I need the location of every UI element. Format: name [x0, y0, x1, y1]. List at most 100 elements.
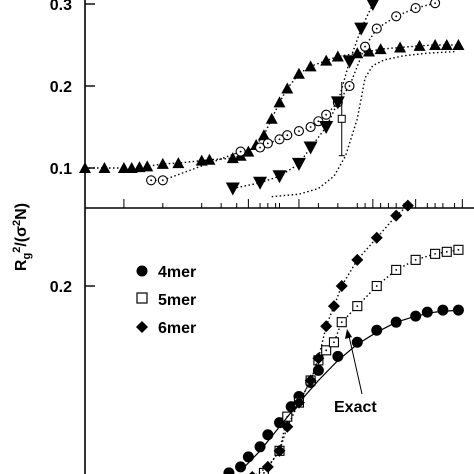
- top-series-1-point-7-dot: [298, 130, 300, 133]
- top-series-0-point-19: [304, 60, 317, 72]
- top-series-2-point-0: [225, 182, 240, 196]
- legend-label-6mer: 6mer: [158, 320, 196, 337]
- top-series-1-line: [151, 2, 436, 181]
- bottom-series-0-point-1: [235, 461, 247, 473]
- top-series-4-point-0: [337, 114, 346, 123]
- top-series-0-point-23: [362, 45, 375, 57]
- top-series-1-point-6-dot: [286, 134, 289, 137]
- bottom-series-2-point-5: [304, 374, 317, 387]
- bottom-series-2-point-2: [273, 444, 286, 457]
- top-series-2-point-8: [354, 22, 369, 36]
- bottom-series-2-point-11: [370, 231, 383, 244]
- top-series-2-point-1: [253, 176, 268, 190]
- bottom-series-1-line: [263, 249, 459, 474]
- top-series-0-point-25: [394, 41, 407, 53]
- bottom-series-0-point-2: [242, 451, 254, 463]
- bottom-series-1-point-14-dot: [445, 250, 448, 253]
- top-series-1-point-3-dot: [259, 146, 261, 149]
- bottom-series-0-point-16: [437, 304, 449, 316]
- top-series-1-point-2-dot: [239, 150, 242, 153]
- top-series-0-point-26: [413, 39, 426, 51]
- top-series-1-point-8-dot: [309, 126, 312, 128]
- top-series-1-point-9-dot: [317, 120, 320, 123]
- top-series-0-point-28: [440, 39, 453, 50]
- top-series-1-point-1-dot: [161, 179, 164, 182]
- top-series-3-line: [271, 50, 455, 198]
- top-series-1-point-16-dot: [414, 7, 417, 9]
- bottom-series-2-point-10: [351, 253, 364, 266]
- bottom-series-1-point-10-dot: [375, 285, 378, 287]
- exact-arrow-head: [345, 329, 352, 339]
- top-series-1-point-17-dot: [434, 2, 436, 5]
- bottom-series-3-line: [240, 309, 459, 472]
- bottom-y-ticks: 0.2: [50, 279, 95, 296]
- exact-label: Exact: [334, 399, 377, 416]
- top-panel-series: [79, 0, 465, 198]
- top-series-0-point-5: [141, 160, 154, 172]
- top-ytick-label-1: 0.2: [50, 79, 72, 96]
- top-series-0-line: [85, 44, 459, 169]
- bottom-series-1-point-0-dot: [263, 472, 265, 474]
- top-series-0-point-0: [79, 162, 91, 173]
- top-series-0-point-6: [156, 157, 169, 169]
- top-ytick-label-0: 0.1: [50, 161, 72, 178]
- top-series-0-point-16: [273, 96, 286, 108]
- bottom-series-0-point-0: [223, 467, 235, 474]
- bottom-series-1-point-13-dot: [434, 252, 436, 255]
- bottom-series-1-point-11-dot: [395, 269, 398, 271]
- bottom-series-1-point-7-dot: [333, 341, 335, 344]
- top-series-2-point-2: [272, 170, 287, 184]
- top-series-0-point-21: [331, 50, 344, 62]
- bottom-series-2-point-1: [261, 460, 274, 473]
- bottom-series-1-point-15-dot: [457, 248, 460, 251]
- top-series-1-point-12-dot: [348, 85, 351, 87]
- bottom-series-2-point-7: [320, 320, 333, 333]
- bottom-series-0-point-10: [332, 350, 344, 362]
- top-ytick-label-2: 0.3: [50, 0, 72, 14]
- bottom-series-0-point-15: [421, 306, 433, 318]
- bottom-series-2-point-3: [281, 420, 294, 433]
- top-series-0-point-27: [429, 39, 442, 50]
- top-series-0-point-17: [281, 82, 294, 94]
- legend: 4mer 5mer 6mer: [136, 264, 196, 337]
- top-series-2-line: [232, 3, 374, 190]
- top-series-2-point-7: [342, 55, 357, 69]
- bottom-series-0-point-3: [254, 441, 266, 453]
- top-series-0-point-18: [292, 67, 305, 79]
- top-series-0-point-7: [172, 157, 185, 169]
- bottom-series-0-point-12: [371, 324, 383, 336]
- top-series-0-point-1: [98, 162, 111, 173]
- top-y-ticks: 0.1 0.2 0.3: [50, 0, 95, 178]
- y-axis-label: Rg2/(σ2N): [11, 203, 33, 271]
- top-series-1-point-5-dot: [278, 138, 281, 141]
- top-series-1-point-15-dot: [395, 15, 398, 18]
- bottom-series-2-point-13: [401, 199, 414, 212]
- bottom-series-0-point-4: [262, 429, 274, 441]
- legend-marker-6mer: [136, 321, 148, 333]
- top-series-0-point-2: [117, 162, 130, 173]
- bottom-series-1-point-9-dot: [356, 305, 359, 307]
- bottom-series-2-point-12: [390, 209, 403, 222]
- top-series-2-point-5: [319, 121, 334, 134]
- bottom-panel-series: [223, 199, 464, 474]
- bottom-series-2-point-6: [312, 352, 325, 365]
- legend-label-5mer: 5mer: [158, 292, 196, 309]
- bottom-series-1-point-6-dot: [325, 349, 328, 352]
- top-series-0-point-29: [452, 39, 465, 50]
- top-series-0-point-24: [374, 43, 387, 55]
- top-series-0-point-12: [242, 145, 255, 157]
- top-series-2-point-4: [303, 141, 318, 155]
- top-series-1-point-13-dot: [364, 45, 366, 48]
- legend-label-4mer: 4mer: [158, 264, 196, 281]
- top-series-1-point-10-dot: [325, 113, 328, 116]
- top-series-0-point-20: [320, 54, 333, 66]
- top-series-1-point-0-dot: [150, 179, 153, 182]
- bottom-ytick-label-0: 0.2: [50, 279, 72, 296]
- exact-annotation: Exact: [334, 329, 377, 416]
- legend-marker-4mer: [136, 265, 148, 277]
- top-series-2-point-3: [291, 157, 306, 171]
- bottom-series-1-point-8-dot: [340, 321, 343, 324]
- top-series-1-point-14-dot: [375, 27, 378, 30]
- legend-marker-5mer: [136, 292, 148, 304]
